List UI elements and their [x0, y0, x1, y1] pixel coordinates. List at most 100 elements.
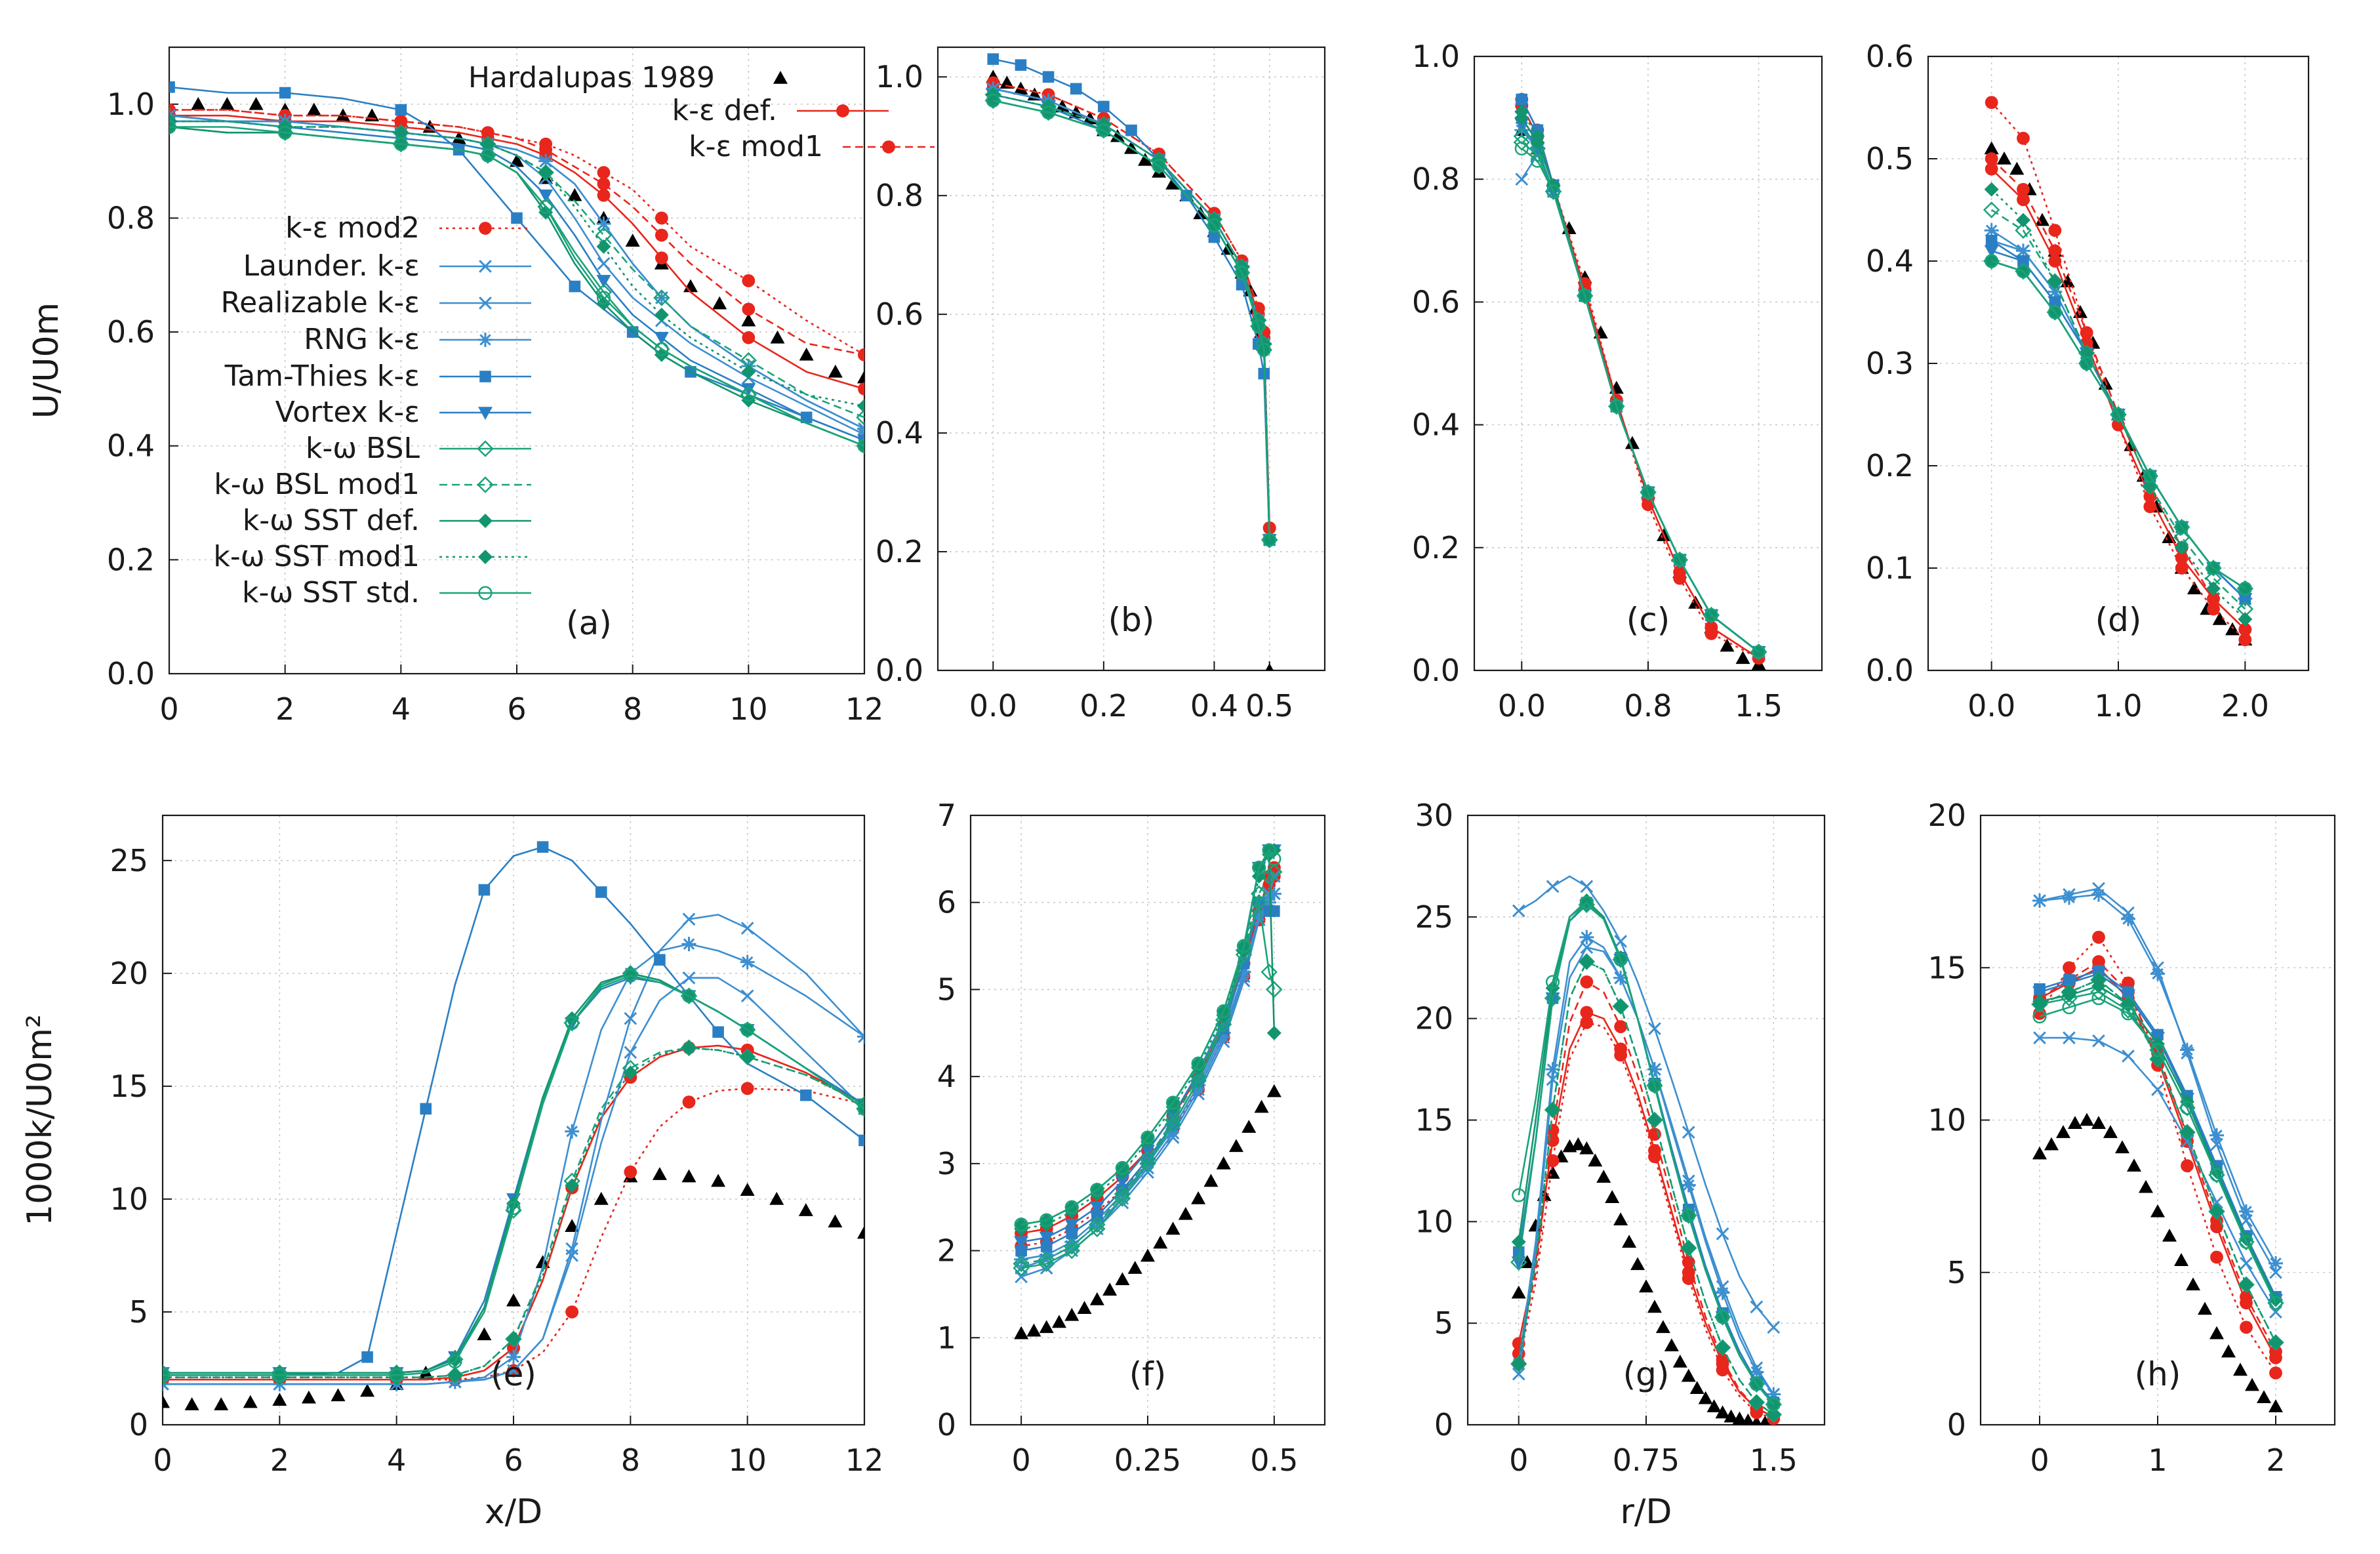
legend-label: Launder. k-ε [243, 249, 420, 283]
data-point [535, 1255, 550, 1269]
data-point [2207, 602, 2220, 616]
data-point [1579, 1141, 1594, 1155]
data-point [1681, 1177, 1696, 1193]
data-point [1165, 1221, 1180, 1235]
data-point [1984, 254, 1999, 268]
panel-label-b: (b) [1108, 601, 1155, 639]
data-point [596, 239, 611, 254]
data-point [986, 93, 1000, 108]
data-point [1546, 1124, 1560, 1137]
legend-label: Realizable k-ε [221, 286, 420, 319]
series-launder-k [2033, 882, 2282, 1279]
y-tick-label: 10 [1927, 1103, 1966, 1138]
data-point [858, 348, 864, 361]
data-point [306, 102, 321, 116]
data-point [2121, 911, 2135, 926]
series-line [1020, 871, 1275, 1265]
data-point [1648, 1022, 1661, 1036]
x-tick-label: 1.5 [1735, 688, 1783, 724]
data-point [1682, 1208, 1696, 1223]
x-tick-label: 0.5 [1250, 1442, 1298, 1478]
x-tick-label: 2 [270, 1442, 289, 1478]
series-k-sst-std [169, 119, 864, 453]
data-point [214, 1397, 229, 1410]
y-tick-label: 0 [1434, 1407, 1453, 1442]
data-point [857, 1101, 864, 1116]
data-point [2207, 592, 2220, 605]
series-realizable-k [1512, 875, 1781, 1334]
data-point [597, 177, 611, 191]
series-rng-k [1514, 123, 1766, 659]
data-point [1530, 129, 1545, 144]
data-point [505, 1202, 522, 1219]
panel-a: 0 2 4 6 8 10 12 0.0 0.2 0.4 0.6 0.8 1.0 U/U0m (a) [27, 46, 883, 727]
data-point [1115, 1175, 1130, 1189]
data-point [1064, 1307, 1079, 1321]
data-point [1749, 1377, 1764, 1391]
data-point [2143, 500, 2157, 514]
data-point [1125, 124, 1137, 136]
y-tick-label: 0.8 [876, 178, 923, 213]
legend-label: k-ω SST std. [242, 576, 420, 609]
grid-b [938, 47, 1325, 671]
x-tick-label: 0.0 [1967, 688, 2015, 724]
data-point [1579, 930, 1594, 945]
data-point [2033, 1031, 2046, 1044]
x-tick-label: 0.0 [1498, 688, 1546, 724]
legend-entry-k-bsl-mod1: k-ω BSL mod1 [214, 468, 531, 501]
data-point [1751, 1415, 1762, 1425]
legend-entry-tam-thies-k: Tam-Thies k-ε [224, 359, 531, 393]
x-tick-label: 0.2 [1079, 688, 1127, 724]
data-point [1014, 1252, 1029, 1267]
data-point [510, 153, 524, 167]
data-point [301, 1390, 316, 1404]
data-point [1664, 1338, 1679, 1352]
data-point [1609, 399, 1624, 414]
data-point [857, 370, 864, 384]
data-point [2016, 213, 2030, 228]
data-point [565, 1249, 579, 1262]
panel-label-h: (h) [2135, 1355, 2181, 1393]
y-axis-label: U/U0m [27, 302, 66, 419]
y-tick-label: 0.0 [1866, 653, 1914, 688]
panel-label-a: (a) [566, 604, 612, 642]
series-line [1020, 901, 1276, 1269]
data-point [2150, 966, 2165, 981]
plot-area-f [1013, 843, 1283, 1339]
series-k-bsl [984, 92, 1278, 548]
data-point [420, 1103, 432, 1115]
data-point [597, 188, 611, 202]
panel-c: 0.0 0.8 1.5 0.0 0.2 0.4 0.6 0.8 1.0 (c) [1412, 39, 1823, 724]
plot-area-g [1510, 875, 1783, 1425]
data-point [163, 1368, 170, 1382]
data-point [1579, 895, 1594, 910]
data-point [596, 291, 611, 305]
data-point [1647, 1062, 1662, 1077]
legend-label: k-ω SST mod1 [213, 540, 420, 573]
data-point [1063, 1238, 1081, 1255]
data-point [1580, 1015, 1594, 1029]
data-point [1512, 1246, 1525, 1258]
data-point [1015, 59, 1027, 71]
data-point [279, 87, 291, 99]
data-point [1641, 485, 1655, 500]
data-point [1040, 1240, 1053, 1252]
data-point [1516, 93, 1528, 106]
data-point [1510, 1254, 1527, 1271]
data-point [857, 438, 864, 453]
data-point [1704, 608, 1718, 623]
data-point [1250, 893, 1268, 911]
data-point [652, 1167, 667, 1180]
series-vortex-k [986, 89, 1277, 547]
data-point [2092, 955, 2105, 968]
x-tick-label: 0 [1509, 1442, 1528, 1478]
data-point [1720, 638, 1735, 652]
data-point [506, 1196, 521, 1211]
x-tick-label: 2 [2266, 1442, 2285, 1478]
legend-label: k-ε def. [672, 94, 777, 127]
data-point [2122, 1050, 2135, 1063]
data-point [2047, 284, 2063, 299]
series-k-bsl-mod1 [984, 86, 1278, 548]
data-point [1580, 1006, 1594, 1019]
data-point [1241, 1120, 1257, 1133]
